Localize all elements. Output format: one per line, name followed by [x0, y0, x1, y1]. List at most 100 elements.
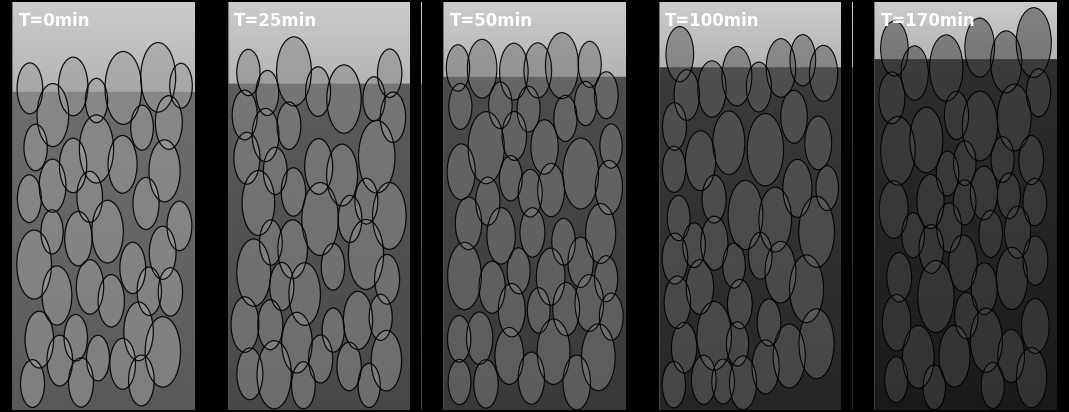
Circle shape	[105, 52, 141, 124]
Circle shape	[37, 84, 68, 147]
Circle shape	[381, 92, 405, 143]
Circle shape	[343, 291, 373, 349]
Circle shape	[170, 63, 192, 108]
Circle shape	[358, 363, 381, 407]
Circle shape	[553, 283, 579, 336]
Circle shape	[269, 262, 294, 311]
Circle shape	[747, 113, 784, 186]
Circle shape	[923, 365, 945, 410]
Circle shape	[77, 171, 103, 222]
Bar	[1056, 2, 1068, 410]
Circle shape	[337, 342, 361, 391]
Circle shape	[373, 183, 406, 249]
Circle shape	[1023, 236, 1048, 285]
Circle shape	[765, 241, 796, 303]
Circle shape	[41, 210, 63, 254]
Bar	[648, 2, 659, 410]
Circle shape	[257, 70, 279, 115]
Circle shape	[883, 295, 911, 351]
Circle shape	[971, 166, 997, 220]
Circle shape	[24, 124, 47, 171]
Circle shape	[467, 39, 497, 98]
Circle shape	[40, 159, 66, 212]
Circle shape	[685, 131, 715, 191]
Circle shape	[766, 39, 795, 97]
Circle shape	[917, 174, 944, 229]
Circle shape	[25, 311, 53, 368]
Circle shape	[257, 341, 291, 409]
Circle shape	[371, 330, 402, 391]
Circle shape	[954, 141, 976, 185]
Circle shape	[377, 49, 402, 98]
Circle shape	[727, 279, 753, 329]
Circle shape	[594, 72, 618, 119]
Circle shape	[60, 138, 87, 193]
Circle shape	[374, 255, 400, 304]
Circle shape	[910, 107, 943, 173]
Circle shape	[327, 65, 361, 133]
Circle shape	[997, 173, 1021, 219]
Circle shape	[713, 111, 745, 175]
Circle shape	[936, 203, 962, 253]
Circle shape	[1026, 69, 1051, 117]
Circle shape	[727, 322, 748, 366]
Text: T=25min: T=25min	[234, 12, 317, 30]
Circle shape	[805, 116, 832, 170]
Circle shape	[495, 328, 524, 384]
Circle shape	[362, 77, 385, 121]
Circle shape	[901, 46, 928, 100]
Text: T=0min: T=0min	[18, 12, 90, 30]
Bar	[841, 2, 852, 410]
Circle shape	[972, 263, 997, 314]
Circle shape	[42, 266, 72, 325]
Circle shape	[149, 140, 181, 202]
Circle shape	[944, 91, 969, 139]
Circle shape	[128, 355, 154, 406]
Circle shape	[447, 45, 469, 91]
Circle shape	[712, 359, 734, 404]
Circle shape	[919, 225, 944, 274]
Circle shape	[702, 175, 726, 223]
Bar	[1, 2, 13, 410]
Circle shape	[236, 49, 260, 96]
Circle shape	[68, 358, 93, 407]
Circle shape	[289, 263, 321, 325]
Circle shape	[552, 218, 575, 265]
Circle shape	[87, 335, 109, 381]
Circle shape	[790, 255, 823, 323]
Circle shape	[671, 322, 697, 373]
Circle shape	[234, 132, 260, 184]
Circle shape	[698, 61, 726, 117]
Circle shape	[902, 213, 925, 258]
Circle shape	[137, 267, 161, 316]
Circle shape	[474, 360, 498, 408]
Circle shape	[327, 144, 358, 206]
Circle shape	[369, 294, 392, 340]
Circle shape	[809, 45, 838, 101]
Circle shape	[120, 242, 145, 294]
Circle shape	[322, 243, 344, 290]
Circle shape	[98, 275, 124, 327]
Circle shape	[799, 197, 835, 267]
Circle shape	[476, 177, 500, 225]
Circle shape	[47, 335, 73, 386]
Circle shape	[487, 208, 515, 264]
Circle shape	[991, 31, 1022, 93]
Circle shape	[729, 356, 757, 410]
Circle shape	[448, 242, 481, 309]
Circle shape	[722, 47, 752, 106]
Circle shape	[124, 302, 153, 360]
Circle shape	[448, 359, 470, 405]
Circle shape	[563, 355, 590, 410]
Text: T=50min: T=50min	[449, 12, 532, 30]
Circle shape	[991, 137, 1014, 183]
Circle shape	[1023, 178, 1047, 226]
Bar	[195, 2, 206, 410]
Circle shape	[447, 144, 476, 200]
Circle shape	[531, 120, 558, 174]
Circle shape	[150, 226, 176, 279]
Circle shape	[780, 90, 807, 143]
Circle shape	[594, 256, 618, 302]
Circle shape	[306, 67, 330, 117]
Circle shape	[1005, 206, 1031, 258]
